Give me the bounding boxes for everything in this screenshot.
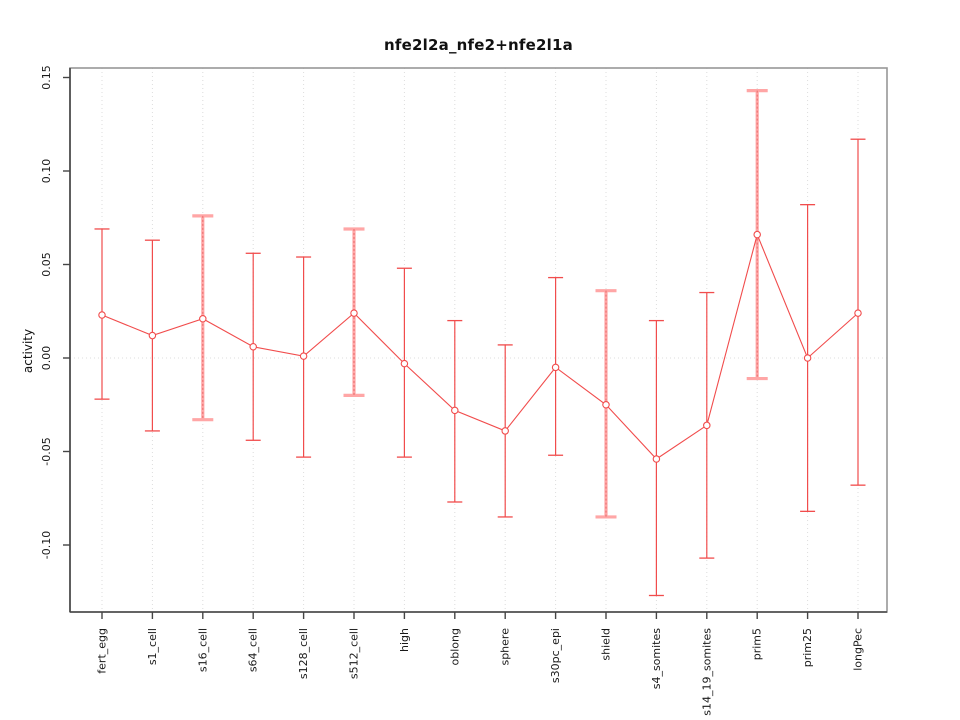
y-tick-label: 0.00 bbox=[40, 346, 53, 371]
y-tick-label: -0.05 bbox=[40, 437, 53, 465]
data-point bbox=[501, 427, 509, 435]
data-point bbox=[148, 331, 157, 340]
x-tick-label: s16_cell bbox=[196, 628, 209, 672]
data-point bbox=[249, 343, 257, 351]
data-point bbox=[602, 400, 610, 409]
chart-title: nfe2l2a_nfe2+nfe2l1a bbox=[384, 36, 573, 54]
x-tick-label: longPec bbox=[852, 628, 865, 671]
data-point bbox=[299, 352, 308, 360]
data-point bbox=[199, 314, 207, 323]
x-tick-label: shield bbox=[600, 628, 613, 661]
series-line bbox=[101, 232, 859, 460]
plot-box bbox=[69, 67, 888, 613]
y-tick-label: 0.10 bbox=[40, 159, 53, 184]
data-point bbox=[451, 406, 459, 415]
x-tick-label: prim25 bbox=[801, 628, 814, 667]
x-tick-label: oblong bbox=[448, 628, 461, 665]
y-tick-label: -0.10 bbox=[40, 531, 53, 559]
x-tick-label: fert_egg bbox=[96, 628, 109, 674]
data-point bbox=[703, 421, 711, 430]
data-point bbox=[350, 309, 358, 317]
x-tick-label: prim5 bbox=[751, 628, 764, 660]
x-tick-label: s4_somites bbox=[650, 628, 663, 690]
x-tick-label: s512_cell bbox=[348, 628, 361, 679]
x-tick-label: s30pc_epi bbox=[549, 628, 562, 683]
x-tick-label: s1_cell bbox=[146, 628, 159, 665]
x-tick-label: high bbox=[398, 628, 411, 652]
data-point bbox=[854, 309, 862, 317]
data-point bbox=[98, 311, 106, 319]
x-tick-label: s14_19_somites bbox=[700, 628, 713, 716]
data-point bbox=[753, 230, 761, 239]
x-tick-label: s64_cell bbox=[247, 628, 260, 672]
data-point bbox=[400, 359, 409, 368]
y-tick-label: 0.15 bbox=[40, 65, 53, 90]
data-point bbox=[803, 354, 812, 362]
data-point bbox=[652, 455, 661, 463]
x-tick-label: sphere bbox=[499, 628, 512, 666]
y-tick-label: 0.05 bbox=[40, 252, 53, 277]
x-tick-label: s128_cell bbox=[297, 628, 310, 679]
data-point bbox=[551, 363, 560, 372]
